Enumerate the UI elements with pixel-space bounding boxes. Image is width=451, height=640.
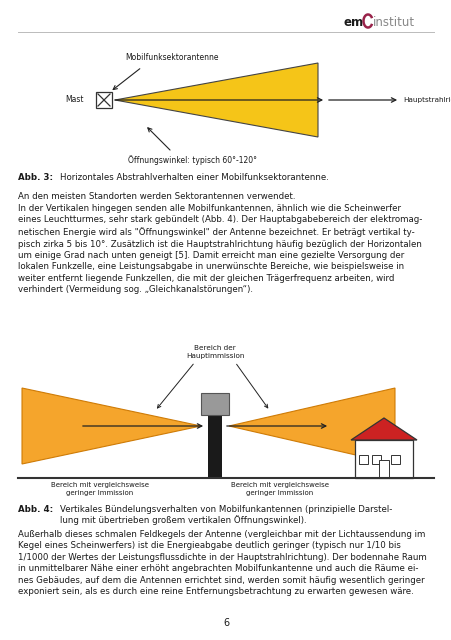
Text: Bereich mit vergleichsweise: Bereich mit vergleichsweise — [230, 482, 328, 488]
Text: Bereich mit vergleichsweise: Bereich mit vergleichsweise — [51, 482, 149, 488]
Bar — [390, 455, 399, 464]
Text: 6: 6 — [222, 618, 229, 628]
Text: Horizontales Abstrahlverhalten einer Mobilfunksektorantenne.: Horizontales Abstrahlverhalten einer Mob… — [60, 173, 328, 182]
Text: Außerhalb dieses schmalen Feldkegels der Antenne (vergleichbar mit der Lichtauss: Außerhalb dieses schmalen Feldkegels der… — [18, 530, 426, 596]
Text: geringer Immission: geringer Immission — [246, 490, 313, 496]
Text: em: em — [343, 15, 364, 29]
Text: In der Vertikalen hingegen senden alle Mobilfunkantennen, ähnlich wie die Schein: In der Vertikalen hingegen senden alle M… — [18, 204, 421, 294]
Bar — [201, 393, 229, 415]
Text: Bereich der: Bereich der — [193, 345, 235, 351]
Text: Vertikales Bündelungsverhalten von Mobilfunkantennen (prinzipielle Darstel-: Vertikales Bündelungsverhalten von Mobil… — [60, 505, 391, 514]
Bar — [378, 460, 388, 478]
Text: institut: institut — [372, 15, 414, 29]
Text: Hauptimmission: Hauptimmission — [185, 353, 244, 359]
Text: Hauptstrahlrichtung: Hauptstrahlrichtung — [402, 97, 451, 103]
Bar — [207, 415, 221, 478]
Polygon shape — [115, 63, 318, 137]
Text: Öffnungswinkel: typisch 60°-120°: Öffnungswinkel: typisch 60°-120° — [128, 155, 257, 165]
Text: Abb. 4:: Abb. 4: — [18, 505, 53, 514]
Text: Abb. 3:: Abb. 3: — [18, 173, 53, 182]
Text: Mobilfunksektorantenne: Mobilfunksektorantenne — [125, 53, 218, 62]
Text: geringer Immission: geringer Immission — [66, 490, 133, 496]
Polygon shape — [350, 418, 416, 440]
Text: An den meisten Standorten werden Sektorantennen verwendet.: An den meisten Standorten werden Sektora… — [18, 192, 295, 201]
Text: lung mit übertrieben großem vertikalen Öffnungswinkel).: lung mit übertrieben großem vertikalen Ö… — [60, 515, 306, 525]
Polygon shape — [22, 388, 201, 464]
Polygon shape — [229, 388, 394, 464]
Text: Mast: Mast — [65, 95, 83, 104]
Bar — [358, 455, 367, 464]
Bar — [96, 92, 112, 108]
Bar — [354, 440, 412, 478]
Bar — [371, 455, 380, 464]
